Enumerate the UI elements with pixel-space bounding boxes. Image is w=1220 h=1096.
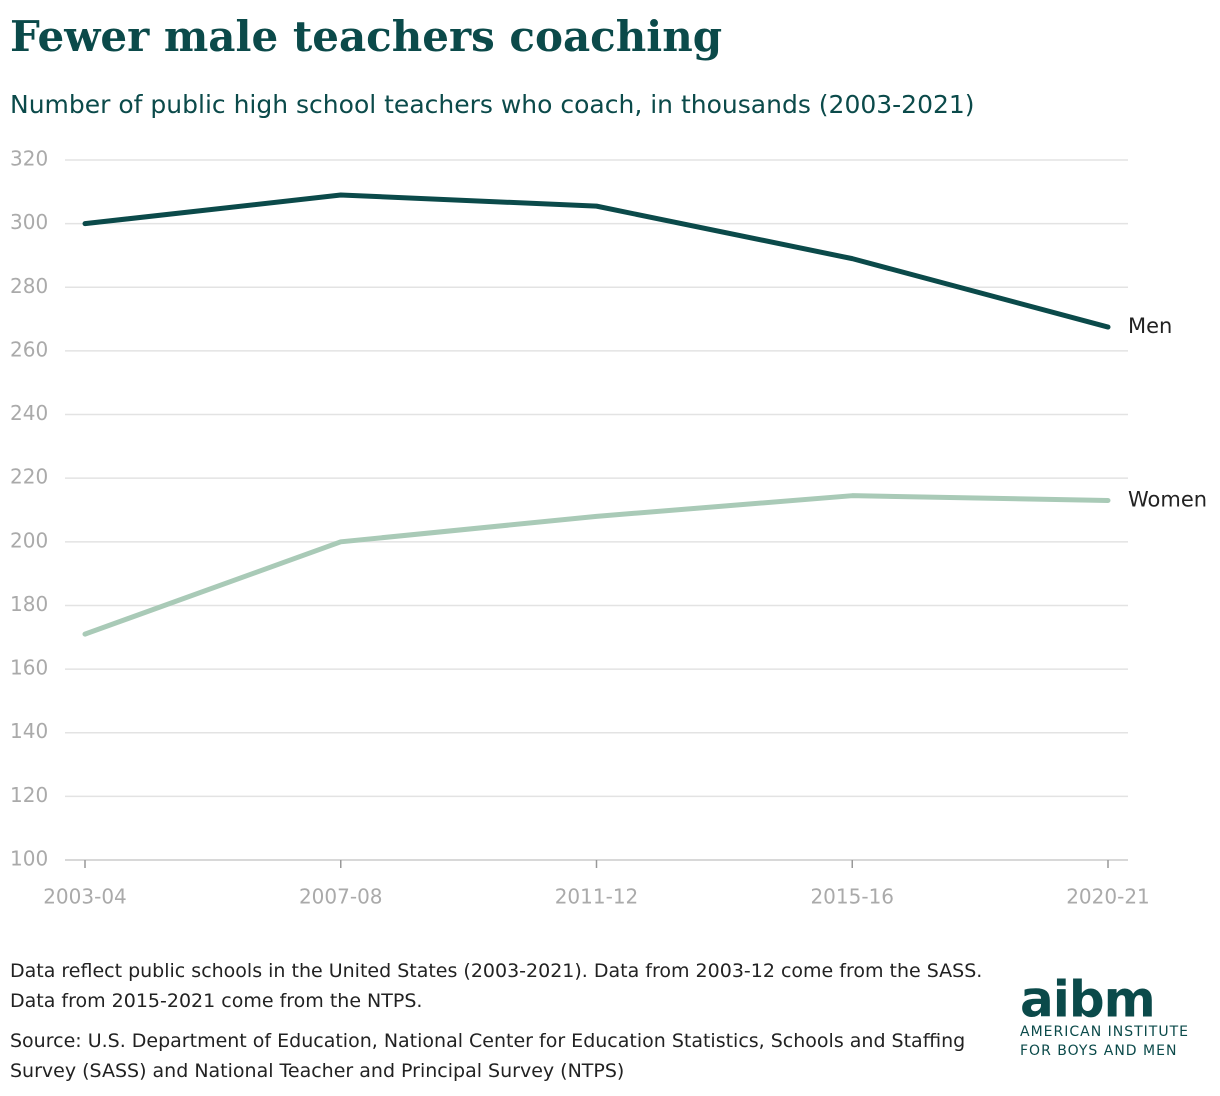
logo-line: FOR BOYS AND MEN: [1020, 1043, 1177, 1059]
x-tick-label: 2020-21: [1066, 885, 1150, 909]
logo-mark: aibm: [1020, 971, 1155, 1029]
y-tick-label: 120: [10, 783, 48, 807]
y-tick-label: 220: [10, 465, 48, 489]
y-tick-label: 180: [10, 592, 48, 616]
chart-title: Fewer male teachers coaching: [10, 12, 722, 61]
x-tick-label: 2003-04: [43, 885, 127, 909]
line: [82, 192, 1111, 330]
series-label: Women: [1128, 487, 1207, 511]
y-tick-label: 280: [10, 274, 48, 298]
logo-line: AMERICAN INSTITUTE: [1020, 1024, 1189, 1040]
y-tick-label: 300: [10, 210, 48, 234]
line: [82, 493, 1111, 637]
source: Source: U.S. Department of Education, Na…: [10, 1030, 966, 1082]
x-tick-label: 2007-08: [299, 885, 383, 909]
y-tick-label: 100: [10, 847, 48, 871]
y-tick-label: 240: [10, 401, 48, 425]
y-tick-label: 320: [10, 147, 48, 171]
x-tick-label: 2015-16: [810, 885, 894, 909]
y-tick-label: 140: [10, 719, 48, 743]
series-label: Men: [1128, 314, 1172, 338]
note: Data reflect public schools in the Unite…: [10, 960, 983, 1012]
chart-subtitle: Number of public high school teachers wh…: [10, 90, 975, 119]
x-tick-label: 2011-12: [555, 885, 639, 909]
y-tick-label: 200: [10, 528, 48, 552]
y-tick-label: 160: [10, 656, 48, 680]
y-tick-label: 260: [10, 337, 48, 361]
